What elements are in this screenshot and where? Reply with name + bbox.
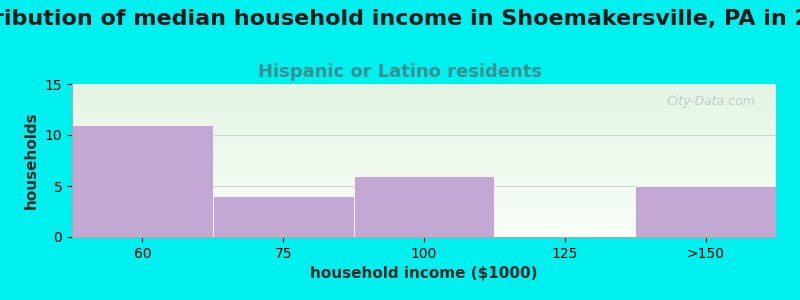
Bar xyxy=(635,186,776,237)
Y-axis label: households: households xyxy=(24,112,39,209)
Text: Distribution of median household income in Shoemakersville, PA in 2022: Distribution of median household income … xyxy=(0,9,800,29)
Bar xyxy=(354,176,494,237)
Bar xyxy=(72,125,213,237)
Bar xyxy=(213,196,354,237)
X-axis label: household income ($1000): household income ($1000) xyxy=(310,266,538,281)
Text: Hispanic or Latino residents: Hispanic or Latino residents xyxy=(258,63,542,81)
Text: City-Data.com: City-Data.com xyxy=(666,95,755,108)
